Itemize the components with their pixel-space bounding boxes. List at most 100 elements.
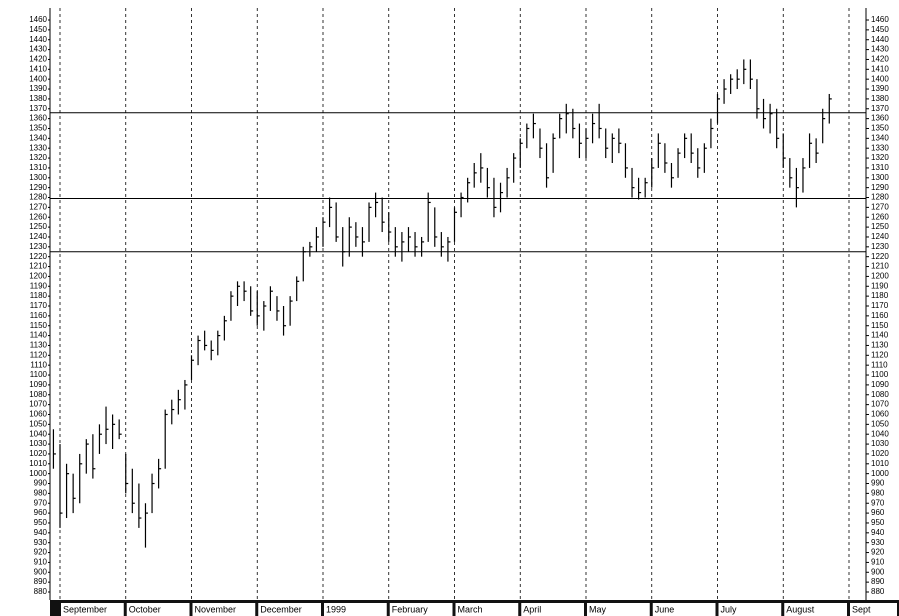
y2-tick-label: 1250 bbox=[871, 222, 889, 231]
y-tick-label: 950 bbox=[34, 518, 48, 527]
y2-tick-label: 1190 bbox=[871, 281, 889, 290]
y2-tick-label: 1110 bbox=[871, 360, 888, 369]
y2-tick-label: 1220 bbox=[871, 252, 889, 261]
month-label-box bbox=[258, 603, 321, 616]
y2-tick-label: 1020 bbox=[871, 449, 889, 458]
y2-tick-label: 1420 bbox=[871, 55, 889, 64]
y2-tick-label: 1300 bbox=[871, 173, 889, 182]
y2-tick-label: 990 bbox=[871, 479, 885, 488]
month-label-box bbox=[521, 603, 584, 616]
x-tick-label: Sept bbox=[852, 604, 871, 614]
y-tick-label: 1120 bbox=[30, 350, 48, 359]
y-tick-label: 1000 bbox=[29, 469, 47, 478]
x-tick-label: September bbox=[63, 604, 107, 614]
y-tick-label: 1320 bbox=[29, 153, 47, 162]
y2-tick-label: 910 bbox=[871, 558, 885, 567]
y2-tick-label: 1370 bbox=[871, 104, 889, 113]
x-tick-label: April bbox=[523, 604, 541, 614]
y-tick-label: 1010 bbox=[29, 459, 47, 468]
y2-tick-label: 1380 bbox=[871, 94, 889, 103]
month-label-box bbox=[587, 603, 650, 616]
y-tick-label: 1310 bbox=[29, 163, 47, 172]
y-tick-label: 970 bbox=[34, 498, 48, 507]
y-tick-label: 1340 bbox=[29, 133, 47, 142]
y2-tick-label: 1040 bbox=[871, 429, 889, 438]
y2-tick-label: 900 bbox=[871, 567, 885, 576]
y2-tick-label: 940 bbox=[871, 528, 885, 537]
y-tick-label: 1290 bbox=[29, 183, 47, 192]
x-tick-label: March bbox=[458, 604, 483, 614]
y2-tick-label: 1100 bbox=[871, 370, 889, 379]
month-label-box bbox=[455, 603, 519, 616]
y-tick-label: 910 bbox=[34, 558, 48, 567]
y2-tick-label: 1160 bbox=[871, 311, 889, 320]
y2-tick-label: 1200 bbox=[871, 272, 889, 281]
y2-tick-label: 1240 bbox=[871, 232, 889, 241]
y2-tick-label: 920 bbox=[871, 548, 885, 557]
y-tick-label: 1170 bbox=[30, 301, 48, 310]
y2-tick-label: 930 bbox=[871, 538, 885, 547]
y2-tick-label: 1130 bbox=[871, 341, 889, 350]
y-tick-label: 1450 bbox=[29, 25, 47, 34]
y2-tick-label: 1390 bbox=[871, 84, 889, 93]
y-tick-label: 1100 bbox=[30, 370, 48, 379]
y-tick-label: 1390 bbox=[29, 84, 47, 93]
y-tick-label: 1030 bbox=[29, 439, 47, 448]
x-tick-label: August bbox=[786, 604, 815, 614]
y-tick-label: 1420 bbox=[29, 55, 47, 64]
y-tick-label: 1440 bbox=[29, 35, 47, 44]
y2-tick-label: 1320 bbox=[871, 153, 889, 162]
y-tick-label: 1230 bbox=[29, 242, 47, 251]
month-label-box bbox=[718, 603, 782, 616]
y2-tick-label: 1080 bbox=[871, 390, 889, 399]
y-tick-label: 1210 bbox=[29, 262, 47, 271]
y2-tick-label: 1140 bbox=[871, 331, 889, 340]
month-label-box bbox=[389, 603, 453, 616]
y2-tick-label: 1030 bbox=[871, 439, 889, 448]
y2-tick-label: 890 bbox=[871, 577, 885, 586]
x-tick-label: February bbox=[392, 604, 429, 614]
y-tick-label: 1130 bbox=[30, 341, 48, 350]
y-tick-label: 1270 bbox=[29, 202, 47, 211]
x-tick-label: December bbox=[260, 604, 302, 614]
y-tick-label: 1020 bbox=[29, 449, 47, 458]
y2-tick-label: 1150 bbox=[871, 321, 889, 330]
y2-tick-label: 1060 bbox=[871, 410, 889, 419]
month-label-box bbox=[652, 603, 716, 616]
y2-tick-label: 1270 bbox=[871, 202, 889, 211]
y-tick-label: 1250 bbox=[29, 222, 47, 231]
month-label-box bbox=[61, 603, 124, 616]
y-tick-label: 1380 bbox=[29, 94, 47, 103]
month-label-box bbox=[324, 603, 387, 616]
y2-tick-label: 1440 bbox=[871, 35, 889, 44]
y2-tick-label: 1360 bbox=[871, 114, 889, 123]
y2-tick-label: 1430 bbox=[871, 45, 889, 54]
y2-tick-label: 1230 bbox=[871, 242, 889, 251]
y2-tick-label: 1170 bbox=[871, 301, 889, 310]
y-tick-label: 1280 bbox=[29, 193, 47, 202]
y2-tick-label: 1120 bbox=[871, 350, 889, 359]
month-label-box bbox=[850, 603, 897, 616]
y-tick-label: 1110 bbox=[30, 360, 47, 369]
y2-tick-label: 1340 bbox=[871, 133, 889, 142]
y2-tick-label: 1350 bbox=[871, 124, 889, 133]
y2-tick-label: 1460 bbox=[871, 15, 889, 24]
y2-tick-label: 1210 bbox=[871, 262, 889, 271]
y-tick-label: 1400 bbox=[29, 74, 47, 83]
y2-tick-label: 880 bbox=[871, 587, 885, 596]
x-tick-label: July bbox=[721, 604, 738, 614]
y-tick-label: 1260 bbox=[29, 212, 47, 221]
y2-tick-label: 1000 bbox=[871, 469, 889, 478]
y-tick-label: 960 bbox=[34, 508, 48, 517]
y-tick-label: 900 bbox=[34, 567, 48, 576]
y2-tick-label: 950 bbox=[871, 518, 885, 527]
y-tick-label: 940 bbox=[34, 528, 48, 537]
y2-tick-label: 1290 bbox=[871, 183, 889, 192]
y2-tick-label: 1450 bbox=[871, 25, 889, 34]
month-label-box bbox=[784, 603, 847, 616]
y2-tick-label: 1280 bbox=[871, 193, 889, 202]
y2-tick-label: 1180 bbox=[871, 291, 889, 300]
x-tick-label: May bbox=[589, 604, 607, 614]
